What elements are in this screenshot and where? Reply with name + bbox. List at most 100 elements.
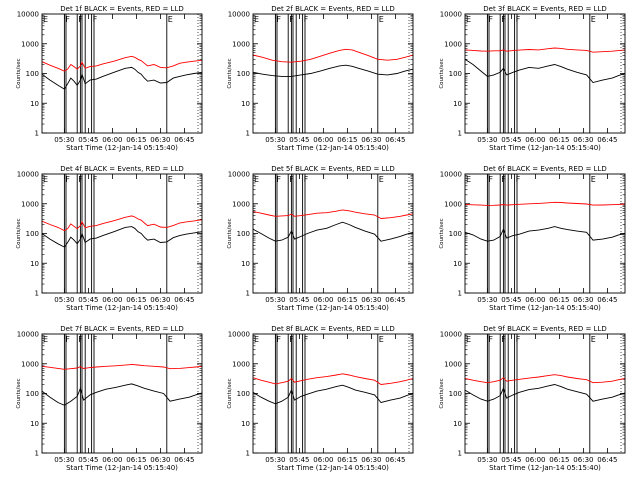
y-tick-label: 10: [30, 100, 39, 108]
plot-frame: [252, 173, 414, 294]
y-tick-label: 1000: [444, 360, 462, 368]
x-tick-label: 05:30: [54, 296, 74, 304]
plot-frame: [41, 13, 203, 134]
x-axis-label: Start Time (12-Jan-14 05:15:40): [277, 464, 389, 472]
lld-series-line: [252, 209, 414, 219]
x-tick-label: 05:45: [78, 136, 98, 144]
y-tick-label: 1000: [444, 40, 462, 48]
flag-label: E: [379, 175, 384, 184]
y-tick-label: 100: [449, 390, 462, 398]
lld-series-line: [41, 363, 203, 370]
x-tick-label: 06:15: [126, 456, 146, 464]
x-tick-label: 06:30: [361, 456, 381, 464]
chart-panel-7: Det 7f BLACK = Events, RED = LLD 1 10 100 10…: [16, 325, 203, 472]
y-tick-label: 10000: [17, 171, 39, 179]
y-axis-label: Counts/sec: [227, 218, 233, 248]
chart-title: Det 9f BLACK = Events, RED = LLD: [483, 325, 606, 333]
x-axis-label: Start Time (12-Jan-14 05:15:40): [66, 304, 178, 312]
x-tick-label: 05:45: [501, 456, 521, 464]
flag-label: F: [78, 15, 83, 24]
x-tick-label: 06:30: [573, 136, 593, 144]
flag-label: E: [254, 15, 259, 24]
y-tick-label: 100: [449, 70, 462, 78]
y-tick-label: 1: [246, 450, 250, 458]
x-tick-label: 05:30: [54, 456, 74, 464]
y-tick-label: 1: [246, 290, 250, 298]
flag-label: E: [591, 175, 596, 184]
y-axis-label: Counts/sec: [16, 378, 22, 408]
chart-title: Det 3f BLACK = Events, RED = LLD: [483, 5, 606, 13]
lld-series-line: [464, 201, 626, 206]
plot-frame: [464, 173, 626, 294]
x-tick-label: 05:45: [501, 296, 521, 304]
x-tick-label: 06:15: [549, 296, 569, 304]
y-tick-label: 1000: [21, 200, 39, 208]
y-tick-label: 1: [458, 290, 462, 298]
flag-label: E: [591, 335, 596, 344]
x-tick-label: 06:00: [313, 296, 333, 304]
chart-panel-2: Det 2f BLACK = Events, RED = LLD 1 10 100 10…: [227, 5, 414, 152]
x-axis-label: Start Time (12-Jan-14 05:15:40): [277, 304, 389, 312]
x-tick-label: 06:15: [549, 136, 569, 144]
flag-label: F: [501, 175, 506, 184]
flag-label: F: [289, 175, 294, 184]
x-tick-label: 05:45: [289, 136, 309, 144]
x-axis-label: Start Time (12-Jan-14 05:15:40): [489, 464, 601, 472]
y-tick-label: 1000: [232, 40, 250, 48]
chart-title: Det 7f BLACK = Events, RED = LLD: [60, 325, 183, 333]
events-series-line: [464, 226, 626, 242]
lld-series-line: [252, 48, 414, 63]
flag-label: E: [168, 175, 173, 184]
flag-label: E: [43, 335, 48, 344]
lld-series-line: [41, 55, 203, 72]
y-axis-label: Counts/sec: [439, 218, 445, 248]
y-tick-label: 10: [241, 100, 250, 108]
flag-label: F: [93, 335, 98, 344]
x-tick-label: 06:45: [174, 136, 194, 144]
y-tick-label: 10: [241, 420, 250, 428]
x-tick-label: 05:45: [78, 456, 98, 464]
flag-label: E: [466, 335, 471, 344]
flag-label: F: [78, 175, 83, 184]
x-tick-label: 06:15: [126, 136, 146, 144]
x-tick-label: 06:15: [337, 136, 357, 144]
chart-panel-8: Det 8f BLACK = Events, RED = LLD 1 10 100 10…: [227, 325, 414, 472]
y-tick-label: 1: [35, 450, 39, 458]
y-axis-label: Counts/sec: [16, 58, 22, 88]
x-tick-label: 06:30: [361, 136, 381, 144]
y-tick-label: 10000: [228, 331, 250, 339]
x-tick-label: 05:30: [477, 136, 497, 144]
chart-title: Det 1f BLACK = Events, RED = LLD: [60, 5, 183, 13]
y-tick-label: 10: [30, 420, 39, 428]
y-tick-label: 10000: [228, 11, 250, 19]
chart-panel-6: Det 6f BLACK = Events, RED = LLD 1 10 100 10…: [439, 165, 626, 312]
flag-label: F: [516, 15, 521, 24]
events-series-line: [464, 384, 626, 402]
x-tick-label: 06:45: [385, 296, 405, 304]
x-tick-label: 05:45: [289, 296, 309, 304]
y-tick-label: 100: [26, 70, 39, 78]
x-tick-label: 06:45: [597, 136, 617, 144]
lld-series-line: [464, 374, 626, 384]
x-tick-label: 06:30: [573, 296, 593, 304]
x-tick-label: 06:30: [150, 296, 170, 304]
plot-frame: [464, 333, 626, 454]
flag-label: F: [304, 15, 309, 24]
x-tick-label: 06:15: [337, 296, 357, 304]
chart-panel-3: Det 3f BLACK = Events, RED = LLD 1 10 100 10…: [439, 5, 626, 152]
x-tick-label: 05:30: [54, 136, 74, 144]
x-tick-label: 05:30: [265, 136, 285, 144]
y-tick-label: 10000: [440, 331, 462, 339]
x-tick-label: 06:45: [597, 296, 617, 304]
chart-title: Det 6f BLACK = Events, RED = LLD: [483, 165, 606, 173]
events-series-line: [252, 221, 414, 242]
x-tick-label: 05:30: [477, 456, 497, 464]
flag-label: E: [254, 335, 259, 344]
flag-label: F: [276, 15, 281, 24]
flag-label: F: [276, 335, 281, 344]
x-tick-label: 06:00: [525, 296, 545, 304]
flag-label: F: [488, 175, 493, 184]
y-tick-label: 10: [30, 260, 39, 268]
x-tick-label: 05:30: [265, 456, 285, 464]
